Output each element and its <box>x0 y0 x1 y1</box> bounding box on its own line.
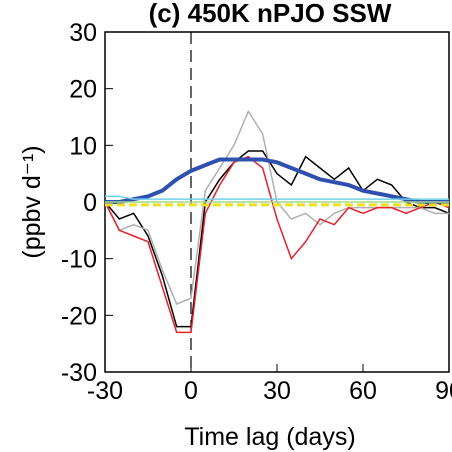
y-tick-label: -30 <box>61 359 97 387</box>
y-tick-label: -10 <box>61 246 97 274</box>
y-tick-label: 20 <box>69 76 97 104</box>
series-line <box>104 155 450 334</box>
x-tick-label: 60 <box>349 377 377 405</box>
series-line <box>105 157 449 204</box>
x-tick-label: -30 <box>87 377 123 405</box>
series-line <box>104 150 450 328</box>
series-line <box>105 195 449 200</box>
x-axis-label: Time lag (days) <box>184 423 355 451</box>
x-tick-label: 30 <box>263 377 291 405</box>
x-tick-label: 90 <box>435 377 452 405</box>
y-tick-label: -20 <box>61 302 97 330</box>
y-axis-label: (ppbv d⁻¹) <box>18 145 46 258</box>
y-tick-label: 0 <box>83 189 97 217</box>
series-line <box>104 109 449 305</box>
y-tick-label: 30 <box>69 19 97 47</box>
chart-title: (c) 450K nPJO SSW <box>149 0 392 28</box>
y-tick-label: 10 <box>69 132 97 160</box>
x-tick-label: 0 <box>184 377 198 405</box>
